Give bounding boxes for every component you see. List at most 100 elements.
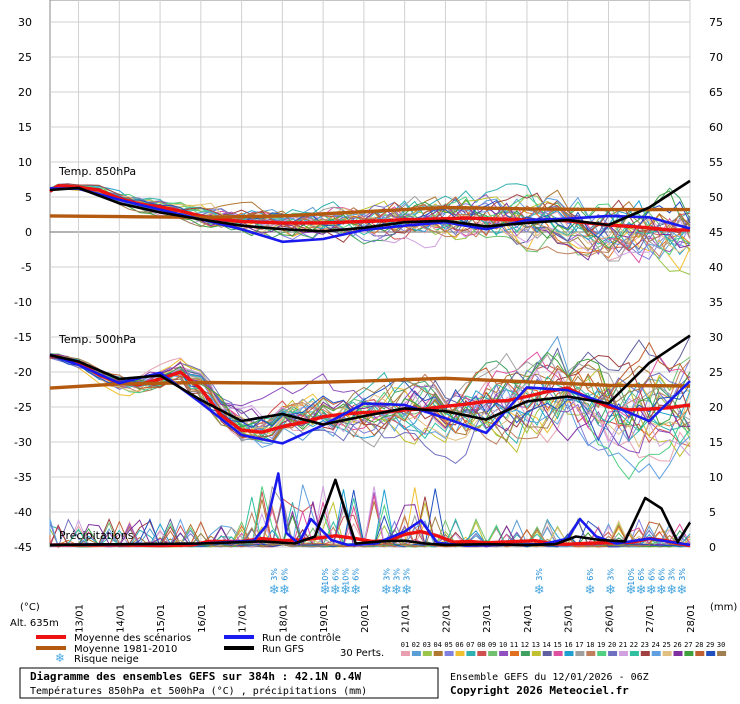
snow-risk-pct: 10% — [321, 568, 330, 586]
member-swatch — [651, 651, 661, 656]
snowflake-icon: ❄ — [656, 583, 667, 598]
left-tick-label: -40 — [14, 506, 32, 519]
left-tick-label: 15 — [18, 121, 32, 134]
snow-risk-pct: 6% — [280, 568, 289, 581]
left-tick-label: 30 — [18, 16, 32, 29]
member-number: 22 — [630, 641, 638, 649]
snowflake-icon: ❄ — [320, 583, 331, 598]
member-swatch — [433, 651, 443, 656]
member-swatch — [411, 651, 421, 656]
member-swatch — [422, 651, 432, 656]
member-line-t500 — [49, 341, 691, 442]
snowflake-icon: ❄ — [55, 651, 65, 665]
member-line-t500 — [49, 356, 691, 457]
footer-box — [19, 667, 439, 699]
right-tick-label: 15 — [709, 436, 723, 449]
member-number: 24 — [651, 641, 659, 649]
x-tick-label: 25/01 — [564, 604, 575, 633]
snowflake-icon: ❄ — [666, 583, 677, 598]
footer-subtitle: Températures 850hPa et 500hPa (°C) , pré… — [30, 685, 367, 697]
copyright: Copyright 2026 Meteociel.fr — [450, 684, 629, 697]
member-number: 10 — [499, 641, 507, 649]
right-tick-label: 60 — [709, 121, 723, 134]
member-number: 20 — [608, 641, 616, 649]
member-swatch — [455, 651, 465, 656]
member-swatch — [488, 651, 498, 656]
x-tick-label: 15/01 — [156, 604, 167, 633]
member-number: 08 — [477, 641, 485, 649]
right-tick-label: 30 — [709, 331, 723, 344]
left-tick-label: -20 — [14, 366, 32, 379]
left-tick-label: 5 — [25, 191, 32, 204]
snow-risk-pct: 3% — [392, 568, 401, 581]
member-number: 14 — [542, 641, 550, 649]
x-tick-label: 19/01 — [319, 604, 330, 633]
left-tick-label: 25 — [18, 51, 32, 64]
snowflake-icon: ❄ — [340, 583, 351, 598]
member-swatch — [444, 651, 454, 656]
member-swatch — [695, 651, 705, 656]
snow-risk-pct: 3% — [270, 568, 279, 581]
x-tick-label: 14/01 — [115, 604, 126, 633]
left-tick-label: -25 — [14, 401, 32, 414]
member-number: 25 — [662, 641, 670, 649]
member-swatch — [510, 651, 519, 656]
snow-risk-pct: 3% — [668, 568, 677, 581]
snowflake-icon: ❄ — [605, 583, 616, 598]
snowflake-icon: ❄ — [636, 583, 647, 598]
member-swatch — [520, 651, 530, 656]
left-tick-label: -10 — [14, 296, 32, 309]
left-tick-label: 20 — [18, 86, 32, 99]
member-swatch — [564, 651, 574, 656]
snow-risk-pct: 3% — [403, 568, 412, 581]
member-number: 03 — [423, 641, 431, 649]
member-number: 07 — [466, 641, 474, 649]
member-number: 28 — [695, 641, 703, 649]
right-tick-label: 55 — [709, 156, 723, 169]
member-line-t500 — [49, 354, 691, 442]
member-swatch — [575, 651, 585, 656]
plot-area — [49, 0, 691, 548]
member-swatch — [466, 651, 476, 656]
label-t500: Temp. 500hPa — [58, 333, 136, 346]
x-tick-label: 28/01 — [686, 604, 697, 633]
right-tick-label: 10 — [709, 471, 723, 484]
member-number: 30 — [717, 641, 725, 649]
member-number: 04 — [433, 641, 441, 649]
snow-risk-pct: 3% — [678, 568, 687, 581]
series-line-t500 — [49, 334, 691, 426]
right-tick-label: 45 — [709, 226, 723, 239]
member-line-t500 — [49, 353, 691, 449]
member-number: 26 — [673, 641, 681, 649]
snowflake-icon: ❄ — [279, 583, 290, 598]
x-tick-label: 17/01 — [238, 604, 249, 633]
legend-label: Run de contrôle — [262, 632, 341, 644]
snow-risk-pct: 6% — [637, 568, 646, 581]
x-tick-label: 21/01 — [401, 604, 412, 633]
member-swatch — [706, 651, 716, 656]
member-number: 06 — [455, 641, 463, 649]
member-swatch — [542, 651, 552, 656]
member-number: 18 — [586, 641, 594, 649]
right-tick-label: 0 — [709, 541, 716, 554]
member-number: 23 — [641, 641, 649, 649]
member-number: 17 — [575, 641, 583, 649]
snow-risk-pct: 6% — [352, 568, 361, 581]
member-swatch — [597, 651, 607, 656]
left-tick-label: 10 — [18, 156, 32, 169]
snow-risk-pct: 6% — [657, 568, 666, 581]
member-number: 09 — [488, 641, 496, 649]
right-tick-label: 25 — [709, 366, 723, 379]
member-swatch — [586, 651, 596, 656]
snow-risk-pct: 3% — [607, 568, 616, 581]
legend-perts-label: 30 Perts. — [340, 648, 384, 659]
member-number: 29 — [706, 641, 714, 649]
snow-risk-pct: 10% — [627, 568, 636, 586]
member-number: 05 — [444, 641, 452, 649]
left-tick-label: -35 — [14, 471, 32, 484]
member-swatch — [684, 651, 694, 656]
member-swatch — [499, 651, 509, 656]
left-axis-unit: (°C) — [20, 602, 40, 613]
